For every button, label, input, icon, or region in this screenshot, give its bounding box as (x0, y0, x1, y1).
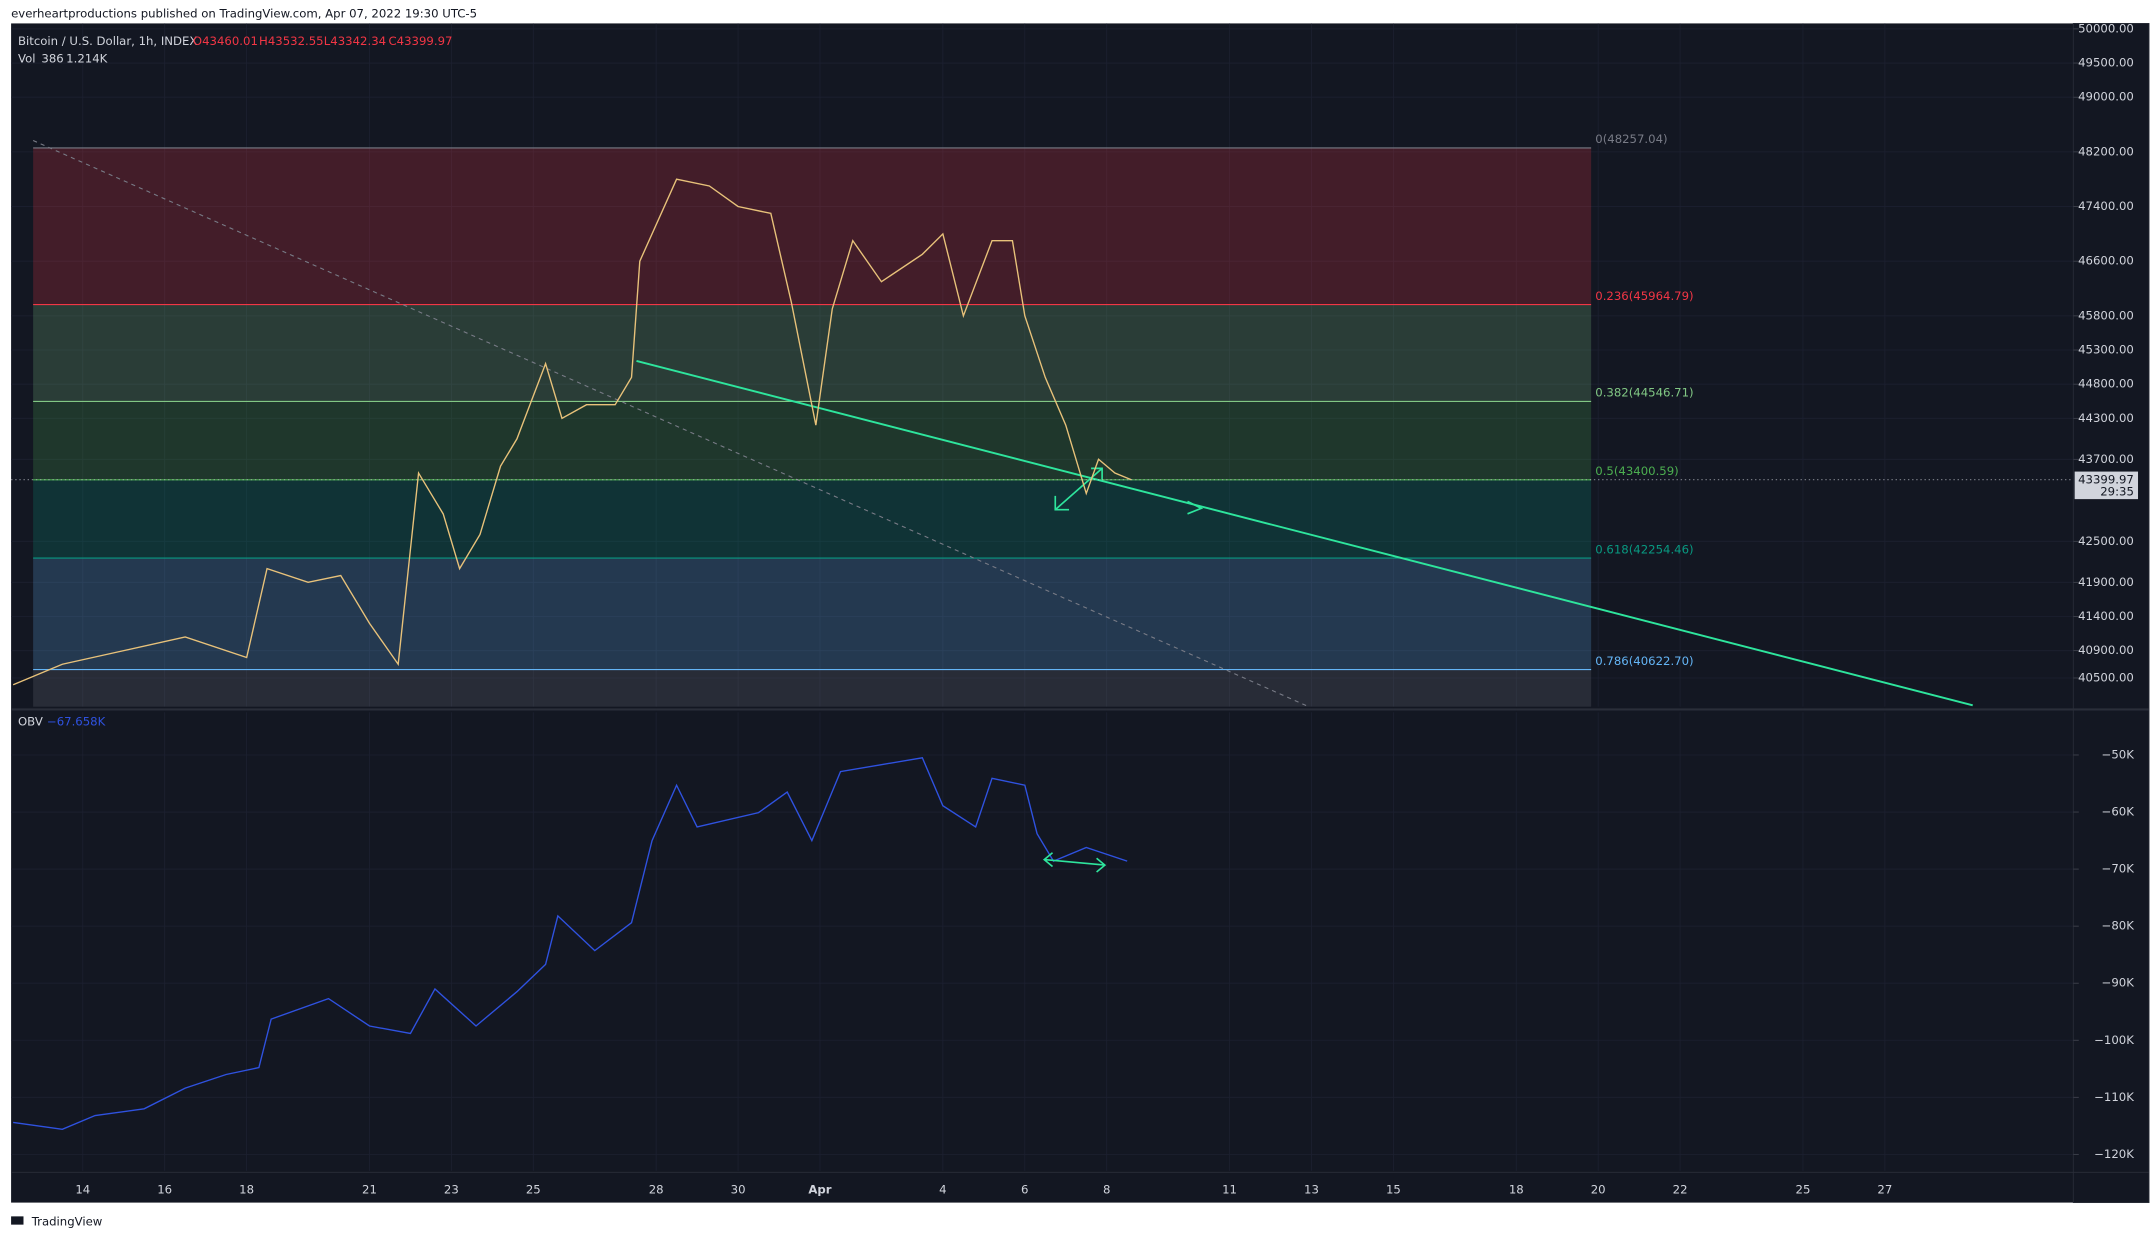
y-tick-label: −60K (2102, 805, 2135, 819)
tradingview-logo: TradingView (11, 1214, 103, 1228)
fib-zone (33, 147, 1592, 305)
last-price: 43399.97 (2078, 472, 2134, 486)
fib-label: 0.618(42254.46) (1595, 542, 1693, 556)
y-tick-label: 49500.00 (2078, 56, 2134, 70)
fib-label: 0.5(43400.59) (1595, 464, 1678, 478)
y-tick-label: 43700.00 (2078, 452, 2134, 466)
x-tick-label: 28 (649, 1183, 664, 1197)
logo-mark (11, 1216, 24, 1225)
x-tick-label: 21 (362, 1183, 377, 1197)
fib-trend (32, 140, 1309, 708)
x-tick-label: 4 (939, 1183, 946, 1197)
x-tick-label: 25 (1796, 1183, 1811, 1197)
publish-info: everheartproductions published on Tradin… (11, 6, 477, 20)
y-tick-label: 41400.00 (2078, 609, 2134, 623)
brand: TradingView (31, 1214, 103, 1228)
x-tick-label: 25 (526, 1183, 541, 1197)
volume-length: 386 (41, 52, 63, 66)
arrow (1187, 500, 1204, 515)
price-axis (2072, 23, 2150, 1204)
symbol: Bitcoin / U.S. Dollar, 1h, INDEX (18, 34, 197, 48)
price-line (12, 178, 1132, 686)
y-tick-label: 46600.00 (2078, 254, 2134, 268)
x-tick-label: Apr (808, 1183, 831, 1197)
obv-line (13, 757, 1128, 1131)
y-tick-label: 49000.00 (2078, 90, 2134, 104)
x-tick-label: 11 (1222, 1183, 1237, 1197)
fib-label: 0.382(44546.71) (1595, 386, 1693, 400)
y-tick-label: −90K (2102, 976, 2135, 990)
fib-zone (33, 304, 1592, 402)
fib-label: 0(48257.04) (1595, 132, 1667, 146)
ohlc-close: C43399.97 (389, 34, 453, 48)
x-tick-label: 22 (1673, 1183, 1688, 1197)
ohlc-high: H43532.55 (259, 34, 324, 48)
countdown: 29:35 (2100, 485, 2134, 499)
y-tick-label: 45300.00 (2078, 343, 2134, 357)
x-tick-label: 16 (157, 1183, 172, 1197)
x-tick-label: 6 (1021, 1183, 1028, 1197)
ohlc-low: L43342.34 (324, 34, 386, 48)
obv-label: OBV (18, 714, 43, 728)
y-tick-label: −110K (2094, 1090, 2134, 1104)
arrow (1042, 852, 1107, 873)
volume-label: Vol (18, 52, 35, 66)
y-tick-label: 40500.00 (2078, 670, 2134, 684)
x-tick-label: 18 (1509, 1183, 1524, 1197)
fib-zone (33, 558, 1592, 670)
obv-value: −67.658K (47, 714, 106, 728)
fib-zone (33, 669, 1592, 707)
y-tick-label: 44300.00 (2078, 411, 2134, 425)
plot: 14 16 18 21 23 25 28 30 Apr 4 6 8 11 13 15 18 20 22 25 27 50… (11, 21, 2139, 1197)
y-tick-label: 41900.00 (2078, 575, 2134, 589)
y-tick-label: 45800.00 (2078, 308, 2134, 322)
last-price-box (2074, 471, 2139, 500)
y-tick-label: 40900.00 (2078, 643, 2134, 657)
fib-label: 0.786(40622.70) (1595, 654, 1693, 668)
fib-label: 0.236(45964.79) (1595, 289, 1693, 303)
y-tick-label: −100K (2094, 1033, 2134, 1047)
x-tick-label: 13 (1304, 1183, 1319, 1197)
x-tick-label: 14 (75, 1183, 90, 1197)
y-tick-label: 42500.00 (2078, 534, 2134, 548)
y-tick-label: −80K (2102, 919, 2135, 933)
y-tick-label: 48200.00 (2078, 144, 2134, 158)
x-tick-label: 23 (444, 1183, 459, 1197)
x-tick-label: 27 (1877, 1183, 1892, 1197)
y-tick-label: 47400.00 (2078, 199, 2134, 213)
trend-line (636, 359, 1973, 707)
fib-zone (33, 401, 1592, 480)
y-tick-label: −70K (2102, 862, 2135, 876)
ohlc-open: O43460.01 (193, 34, 258, 48)
volume-value: 1.214K (66, 52, 107, 66)
x-tick-label: 18 (239, 1183, 254, 1197)
y-tick-label: −120K (2094, 1147, 2134, 1161)
x-tick-label: 8 (1103, 1183, 1110, 1197)
y-tick-label: 50000.00 (2078, 21, 2134, 35)
x-tick-label: 15 (1386, 1183, 1401, 1197)
x-tick-label: 30 (731, 1183, 746, 1197)
chart-background (11, 23, 2150, 1203)
y-tick-label: −50K (2102, 747, 2135, 761)
fib-zone (33, 479, 1592, 559)
x-tick-label: 20 (1591, 1183, 1606, 1197)
y-tick-label: 44800.00 (2078, 377, 2134, 391)
